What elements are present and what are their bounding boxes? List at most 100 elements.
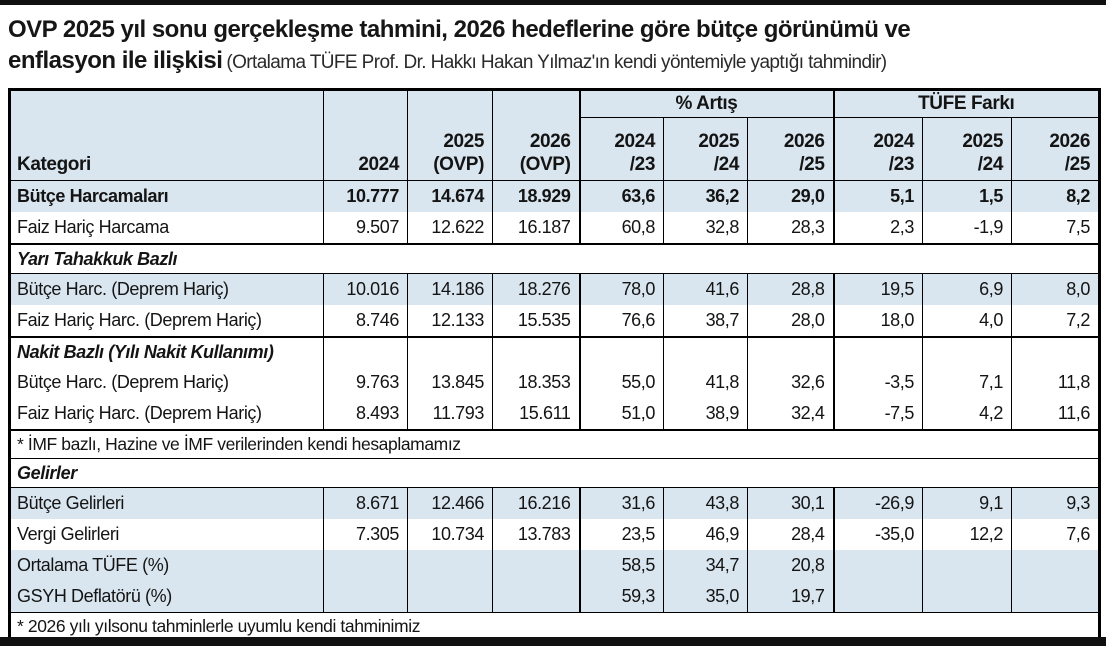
cell: 20,8 (747, 550, 834, 581)
cell: -1,9 (922, 212, 1012, 244)
table-row: Bütçe Harc. (Deprem Hariç) 9.763 13.845 … (10, 367, 1100, 398)
header-subcol-row: 2024 /23 2025 /24 2026 /25 2024 /23 2025… (10, 117, 1100, 181)
cell: 76,6 (578, 305, 664, 337)
cell: 7.305 (323, 519, 408, 550)
table-row: Faiz Hariç Harcama 9.507 12.622 16.187 6… (10, 212, 1100, 244)
cell: 78,0 (578, 273, 664, 305)
cell (492, 336, 580, 367)
header-artis-2024-23: 2024 /23 (578, 117, 664, 181)
cell: 30,1 (747, 487, 834, 519)
top-rule (0, 0, 1106, 5)
cell: 8.746 (323, 305, 408, 337)
cell: -7,5 (832, 398, 923, 430)
cell: 15.535 (492, 305, 580, 337)
cell: 7,6 (1010, 519, 1100, 550)
cell: 38,9 (663, 398, 748, 430)
cell: 19,5 (832, 273, 923, 305)
cell: 60,8 (578, 212, 664, 244)
table-row: Bütçe Harcamaları 10.777 14.674 18.929 6… (9, 180, 1100, 212)
cell: 8.493 (323, 398, 408, 430)
cell: 18,0 (832, 305, 923, 337)
cell (747, 336, 834, 367)
cell: 8.671 (323, 487, 408, 519)
header-group-artis: % Artış (578, 89, 834, 118)
cell: 6,9 (922, 273, 1012, 305)
cell (407, 550, 493, 581)
cell: 51,0 (578, 398, 664, 430)
row-label: Faiz Hariç Harcama (17, 217, 169, 237)
cell (1010, 550, 1100, 581)
cell (922, 550, 1012, 581)
cell: 11,8 (1010, 367, 1100, 398)
cell: 28,0 (747, 305, 834, 337)
cell: 43,8 (663, 487, 748, 519)
cell: 63,6 (578, 180, 664, 212)
row-label: Faiz Hariç Harc. (Deprem Hariç) (17, 403, 262, 423)
table-header: Kategori 2024 2025 (OVP) 2026 (OVP) % Ar… (9, 89, 1100, 181)
cell: 11.793 (407, 398, 493, 430)
bottom-rule (0, 637, 1106, 646)
row-label: GSYH Deflatörü (%) (9, 581, 324, 613)
footnote-row: * İMF bazlı, Hazine ve İMF verilerinden … (9, 429, 1100, 459)
cell: 18.929 (492, 180, 580, 212)
section-header-row: Nakit Bazlı (Yılı Nakit Kullanımı) (9, 336, 1100, 367)
cell: 9.763 (323, 367, 408, 398)
cell (407, 336, 493, 367)
cell: 10.734 (407, 519, 493, 550)
cell: -35,0 (832, 519, 923, 550)
row-label: Bütçe Gelirleri (9, 487, 324, 519)
row-label: Bütçe Harc. (Deprem Hariç) (9, 273, 324, 305)
header-2024: 2024 (323, 89, 408, 181)
title-note-text: (Ortalama TÜFE Prof. Dr. Hakkı Hakan Yıl… (226, 52, 887, 74)
cell: 28,4 (747, 519, 834, 550)
cell (323, 550, 408, 581)
table-body: Bütçe Harcamaları 10.777 14.674 18.929 6… (9, 180, 1100, 642)
title-line-2: enflasyon ile ilişkisi (Ortalama TÜFE Pr… (8, 45, 1102, 76)
cell: 29,0 (747, 180, 834, 212)
cell: 1,5 (922, 180, 1012, 212)
table-row: Faiz Hariç Harc. (Deprem Hariç) 8.746 12… (10, 305, 1100, 337)
footnote-text: * İMF bazlı, Hazine ve İMF verilerinden … (9, 429, 1100, 459)
title-line-1: OVP 2025 yıl sonu gerçekleşme tahmini, 2… (8, 14, 1102, 45)
header-tufe-2026-25: 2026 /25 (1010, 117, 1100, 181)
cell: 8,0 (1010, 273, 1100, 305)
cell: 9.507 (323, 212, 408, 244)
cell: 7,5 (1010, 212, 1100, 244)
title-bold-text: enflasyon ile ilişkisi (8, 47, 223, 75)
cell (323, 581, 408, 613)
footnote-text: * 2026 yılı yılsonu tahminlerle uyumlu k… (9, 612, 1100, 642)
header-tufe-2025-24: 2025 /24 (922, 117, 1012, 181)
cell: 18.353 (492, 367, 580, 398)
cell: 59,3 (578, 581, 664, 613)
table-row: Bütçe Harc. (Deprem Hariç) 10.016 14.186… (9, 273, 1100, 305)
cell: 36,2 (663, 180, 748, 212)
cell (492, 550, 580, 581)
cell (1010, 581, 1100, 613)
cell: 4,2 (922, 398, 1012, 430)
cell: 41,8 (663, 367, 748, 398)
cell (578, 336, 664, 367)
cell: 13.783 (492, 519, 580, 550)
cell: 38,7 (663, 305, 748, 337)
header-2025-ovp: 2025 (OVP) (407, 89, 493, 181)
cell: 18.276 (492, 273, 580, 305)
footnote-row: * 2026 yılı yılsonu tahminlerle uyumlu k… (9, 612, 1100, 642)
section-label: Gelirler (9, 458, 1100, 488)
row-label: Ortalama TÜFE (%) (9, 550, 324, 581)
header-group-row: Kategori 2024 2025 (OVP) 2026 (OVP) % Ar… (9, 89, 1100, 181)
section-label: Yarı Tahakkuk Bazlı (9, 243, 1100, 274)
cell: 10.016 (323, 273, 408, 305)
cell (922, 336, 1012, 367)
row-label: Faiz Hariç Harc. (Deprem Hariç) (17, 310, 262, 330)
table-row: Bütçe Gelirleri 8.671 12.466 16.216 31,6… (9, 487, 1100, 519)
cell (323, 336, 408, 367)
section-header-row: Yarı Tahakkuk Bazlı (9, 243, 1100, 274)
cell: 28,3 (747, 212, 834, 244)
cell: 14.186 (407, 273, 493, 305)
cell: 7,2 (1010, 305, 1100, 337)
table-row: Ortalama TÜFE (%) 58,5 34,7 20,8 (9, 550, 1100, 581)
cell: 12.466 (407, 487, 493, 519)
header-kategori: Kategori (9, 89, 324, 181)
row-label: Bütçe Harc. (Deprem Hariç) (17, 372, 229, 392)
cell: 12.622 (407, 212, 493, 244)
